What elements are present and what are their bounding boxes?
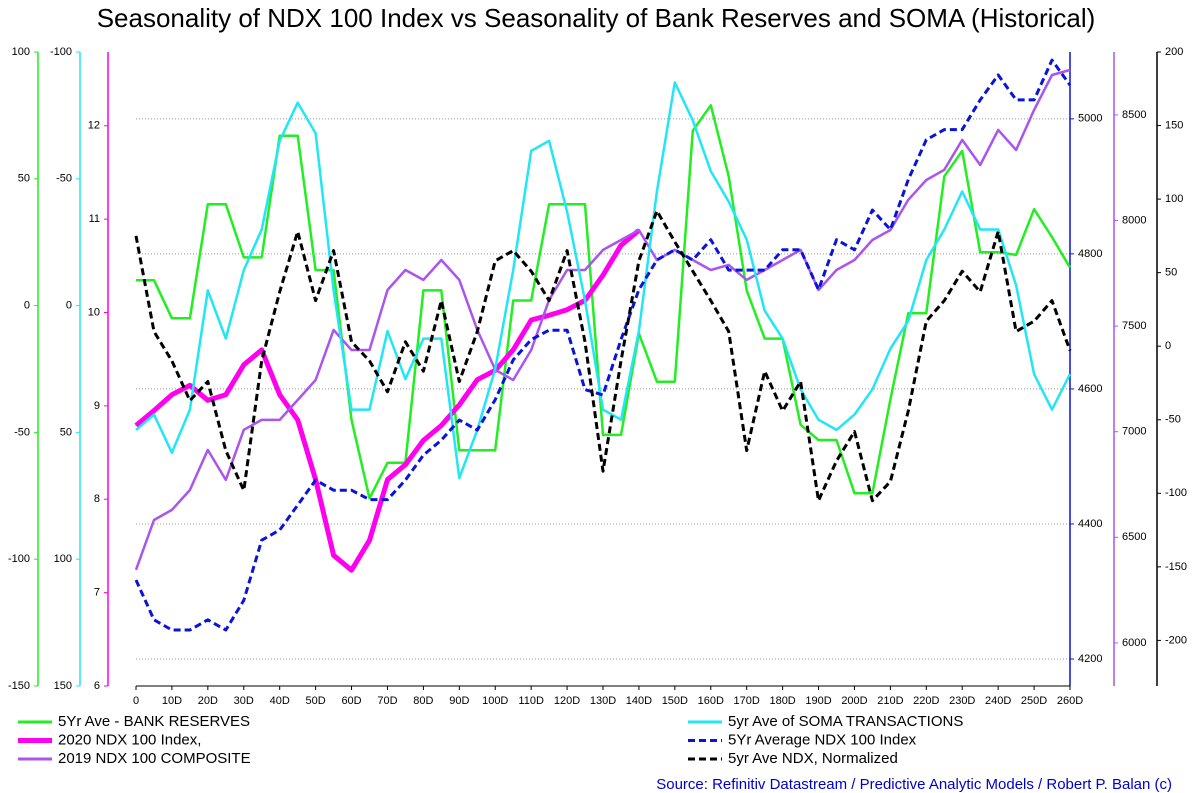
y-tick-label: -100 — [50, 46, 72, 58]
y-tick-label: -150 — [8, 680, 30, 692]
legend-label: 5Yr Ave - BANK RESERVES — [58, 713, 250, 730]
legend-label: 2019 NDX 100 COMPOSITE — [58, 750, 251, 767]
x-tick-label: 240D — [985, 695, 1011, 707]
x-tick-label: 260D — [1057, 695, 1083, 707]
series-line — [136, 104, 1072, 500]
x-tick-label: 10D — [162, 695, 182, 707]
x-tick-label: 150D — [662, 695, 688, 707]
series-line — [134, 68, 1071, 571]
y-tick-label: -50 — [56, 173, 72, 185]
y-tick-label: -150 — [1165, 561, 1187, 573]
legend-label: 5yr Ave of SOMA TRANSACTIONS — [728, 713, 963, 730]
y-tick-label: 150 — [1165, 119, 1183, 131]
y-tick-label: 0 — [24, 300, 30, 312]
x-tick-label: 210D — [877, 695, 903, 707]
y-tick-label: 11 — [89, 213, 100, 225]
y-tick-label: -200 — [1165, 634, 1187, 646]
y-tick-label: 50 — [60, 426, 72, 438]
x-tick-label: 190D — [805, 695, 831, 707]
y-tick-label: 100 — [1165, 193, 1183, 205]
y-tick-label: 8000 — [1122, 214, 1146, 226]
y-tick-label: 8 — [94, 493, 100, 505]
y-tick-label: 100 — [12, 46, 30, 58]
x-tick-label: 160D — [698, 695, 724, 707]
x-tick-label: 30D — [234, 695, 254, 707]
y-tick-label: 4400 — [1078, 518, 1102, 530]
legend-label: 5yr Ave NDX, Normalized — [728, 750, 898, 767]
series-line — [134, 209, 1072, 503]
y-tick-label: 8500 — [1122, 109, 1146, 121]
y-tick-label: 150 — [54, 680, 72, 692]
x-tick-label: 180D — [769, 695, 795, 707]
x-tick-label: 250D — [1021, 695, 1047, 707]
y-tick-label: 6500 — [1122, 531, 1146, 543]
y-tick-label: 0 — [66, 300, 72, 312]
y-tick-label: 200 — [1165, 46, 1183, 58]
x-tick-label: 220D — [913, 695, 939, 707]
series-line — [134, 58, 1072, 632]
legend-label: 2020 NDX 100 Index, — [58, 731, 201, 748]
y-tick-label: 50 — [1165, 267, 1177, 279]
y-tick-label: -100 — [8, 553, 30, 565]
y-tick-label: 100 — [54, 553, 72, 565]
x-tick-label: 80D — [413, 695, 433, 707]
chart-title: Seasonality of NDX 100 Index vs Seasonal… — [97, 3, 1096, 33]
y-tick-label: 0 — [1165, 340, 1171, 352]
y-tick-label: 4200 — [1078, 653, 1102, 665]
series-line — [134, 228, 641, 573]
y-tick-label: 6000 — [1122, 637, 1146, 649]
y-tick-label: 12 — [88, 120, 100, 132]
source-note: Source: Refinitiv Datastream / Predictiv… — [656, 776, 1172, 793]
y-tick-label: 7500 — [1122, 320, 1146, 332]
series-line — [135, 81, 1072, 480]
y-tick-label: 7000 — [1122, 426, 1146, 438]
y-tick-label: 6 — [94, 680, 100, 692]
x-tick-label: 130D — [590, 695, 616, 707]
y-tick-label: -50 — [1165, 414, 1181, 426]
y-tick-label: -50 — [14, 426, 30, 438]
y-tick-label: 7 — [94, 587, 100, 599]
x-tick-label: 230D — [949, 695, 975, 707]
y-tick-label: 5000 — [1078, 113, 1102, 125]
y-tick-label: 10 — [88, 306, 100, 318]
x-tick-label: 120D — [554, 695, 580, 707]
y-tick-label: -100 — [1165, 487, 1187, 499]
x-tick-label: 0 — [133, 695, 139, 707]
y-tick-label: 4800 — [1078, 248, 1102, 260]
y-tick-label: 4600 — [1078, 383, 1102, 395]
x-tick-label: 110D — [518, 695, 544, 707]
x-tick-label: 20D — [198, 695, 218, 707]
x-tick-label: 140D — [626, 695, 652, 707]
x-tick-label: 50D — [306, 695, 326, 707]
y-tick-label: 9 — [94, 400, 100, 412]
x-tick-label: 40D — [270, 695, 290, 707]
x-tick-label: 200D — [841, 695, 867, 707]
x-tick-label: 60D — [341, 695, 361, 707]
x-tick-label: 100D — [482, 695, 508, 707]
legend-label: 5Yr Average NDX 100 Index — [728, 731, 917, 748]
x-tick-label: 70D — [377, 695, 397, 707]
y-tick-label: 50 — [18, 173, 30, 185]
x-tick-label: 90D — [449, 695, 469, 707]
x-tick-label: 170D — [734, 695, 760, 707]
